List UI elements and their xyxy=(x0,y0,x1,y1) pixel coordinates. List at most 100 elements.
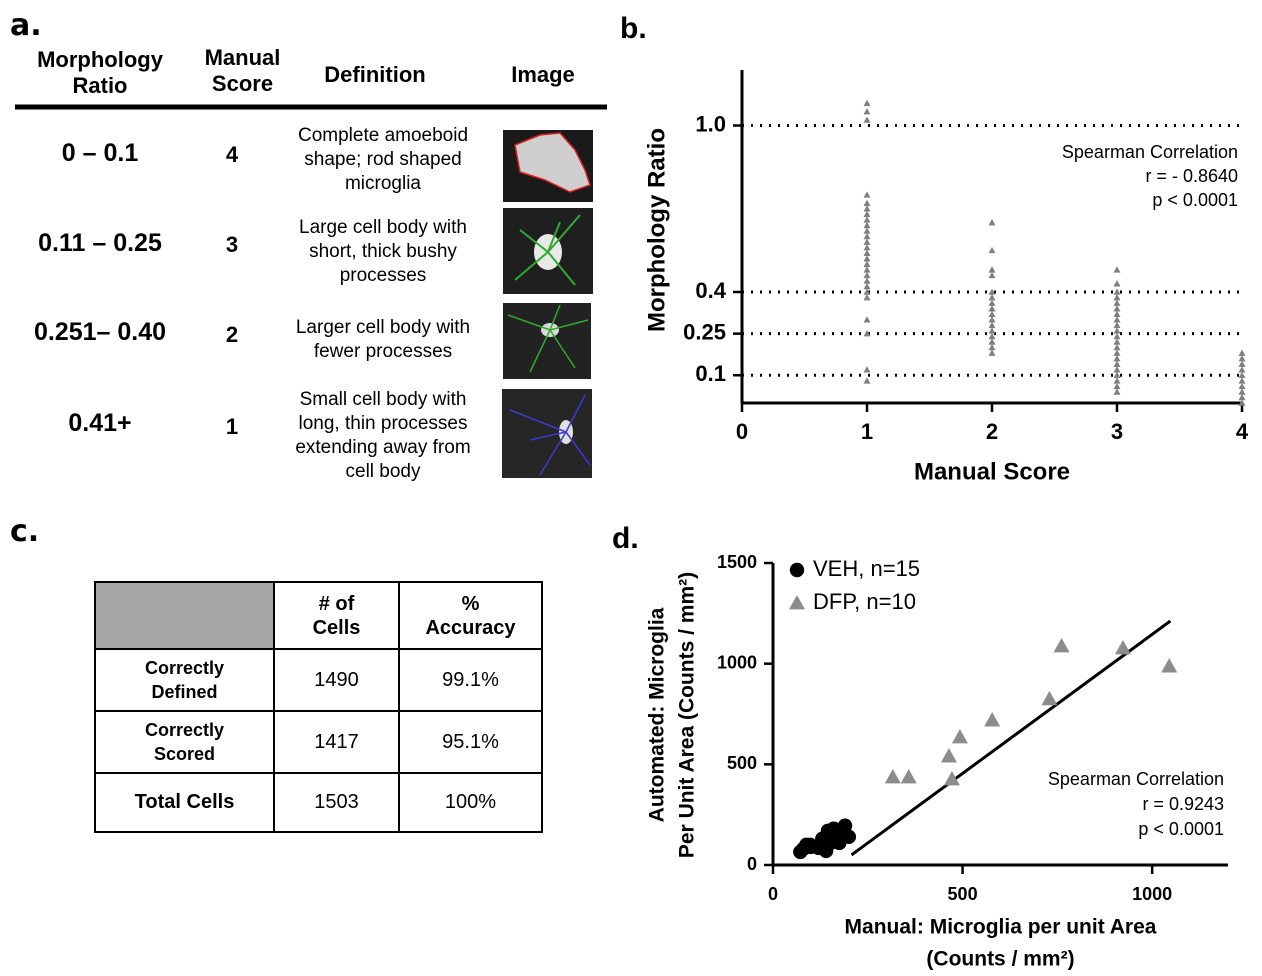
point xyxy=(989,266,996,272)
point xyxy=(1115,640,1131,654)
y-axis-label: Morphology Ratio xyxy=(643,128,670,332)
definition: Complete amoeboid shape; rod shaped micr… xyxy=(283,124,483,196)
point xyxy=(952,729,968,743)
point xyxy=(864,316,871,322)
point xyxy=(989,311,996,317)
y-tick-label: 0.4 xyxy=(695,278,726,303)
point xyxy=(864,261,871,267)
x-tick-label: 1 xyxy=(861,419,873,444)
point xyxy=(1114,350,1121,356)
point xyxy=(864,244,871,250)
panel-label: d. xyxy=(612,522,639,555)
annotation: p < 0.0001 xyxy=(1152,190,1238,210)
point xyxy=(885,769,901,783)
point xyxy=(864,239,871,245)
annotation: Spearman Correlation xyxy=(1062,142,1238,162)
point xyxy=(819,844,833,858)
panel-label: b. xyxy=(620,12,647,45)
point xyxy=(864,255,871,261)
column-header: % Accuracy xyxy=(421,592,521,640)
point xyxy=(989,350,996,356)
cell-image xyxy=(503,208,593,294)
x-axis-label: Manual Score xyxy=(914,458,1070,485)
annotation: Spearman Correlation xyxy=(1048,769,1224,789)
y-axis-label: Automated: Microglia xyxy=(646,607,669,822)
point xyxy=(1041,691,1057,705)
x-tick-label: 2 xyxy=(986,419,998,444)
point xyxy=(989,316,996,322)
definition: Small cell body with long, thin processe… xyxy=(283,388,483,484)
panel-label: a. xyxy=(10,8,42,43)
column-header: Definition xyxy=(300,62,450,88)
y-tick-label: 0 xyxy=(747,854,757,874)
cell: 1490 xyxy=(274,649,399,711)
cell-image xyxy=(503,130,593,202)
point xyxy=(1239,361,1246,367)
point xyxy=(864,233,871,239)
fit-line xyxy=(851,621,1170,855)
point xyxy=(989,344,996,350)
column-header: Morphology Ratio xyxy=(25,47,175,99)
accuracy-table: # of Cells % Accuracy Correctly Defined … xyxy=(94,581,543,833)
point xyxy=(1114,305,1121,311)
point xyxy=(1114,344,1121,350)
point xyxy=(864,294,871,300)
point xyxy=(864,222,871,228)
x-axis-label: Manual: Microglia per unit Area xyxy=(845,916,1157,939)
point xyxy=(1114,311,1121,317)
point xyxy=(989,219,996,225)
annotation: r = - 0.8640 xyxy=(1145,166,1238,186)
point xyxy=(1239,350,1246,356)
point xyxy=(1114,372,1121,378)
x-tick-label: 500 xyxy=(948,884,978,904)
point xyxy=(826,822,840,836)
legend-label: DFP, n=10 xyxy=(813,589,916,614)
point xyxy=(1054,638,1070,652)
header-cell xyxy=(95,582,274,649)
ratio: 0 – 0.1 xyxy=(15,139,185,168)
point xyxy=(989,327,996,333)
point xyxy=(1114,280,1121,286)
point xyxy=(1114,383,1121,389)
point xyxy=(1239,377,1246,383)
row-header: Correctly Defined xyxy=(130,656,240,704)
column-header: Manual Score xyxy=(195,45,290,97)
point xyxy=(1114,294,1121,300)
point xyxy=(1114,388,1121,394)
definition: Larger cell body with fewer processes xyxy=(283,316,483,364)
legend-marker xyxy=(790,563,804,577)
y-tick-label: 0.25 xyxy=(683,319,726,344)
x-axis-label: (Counts / mm²) xyxy=(926,948,1074,971)
point xyxy=(864,366,871,372)
point xyxy=(989,338,996,344)
point xyxy=(1114,366,1121,372)
point xyxy=(989,294,996,300)
point xyxy=(864,272,871,278)
y-tick-label: 1500 xyxy=(717,552,757,572)
y-tick-label: 0.1 xyxy=(695,361,726,386)
point xyxy=(1114,289,1121,295)
x-tick-label: 0 xyxy=(736,419,748,444)
point xyxy=(842,830,856,844)
cell: 1417 xyxy=(274,711,399,773)
point xyxy=(864,277,871,283)
point xyxy=(1161,658,1177,672)
point xyxy=(804,840,818,854)
point xyxy=(989,300,996,306)
ratio: 0.41+ xyxy=(15,409,185,438)
x-tick-label: 3 xyxy=(1111,419,1123,444)
row-header: Correctly Scored xyxy=(130,718,240,766)
point xyxy=(864,108,871,114)
annotation: r = 0.9243 xyxy=(1142,794,1224,814)
page: {"panel_a": {"label": "a.", "headers": [… xyxy=(0,0,1262,976)
point xyxy=(1239,372,1246,378)
y-axis-label: Per Unit Area (Counts / mm²) xyxy=(676,572,699,858)
point xyxy=(1114,338,1121,344)
cell-image xyxy=(503,303,591,379)
point xyxy=(1114,377,1121,383)
point xyxy=(1239,388,1246,394)
y-tick-label: 500 xyxy=(727,753,757,773)
legend-label: VEH, n=15 xyxy=(813,556,920,581)
annotation: p < 0.0001 xyxy=(1138,819,1224,839)
y-tick-label: 1000 xyxy=(717,652,757,672)
